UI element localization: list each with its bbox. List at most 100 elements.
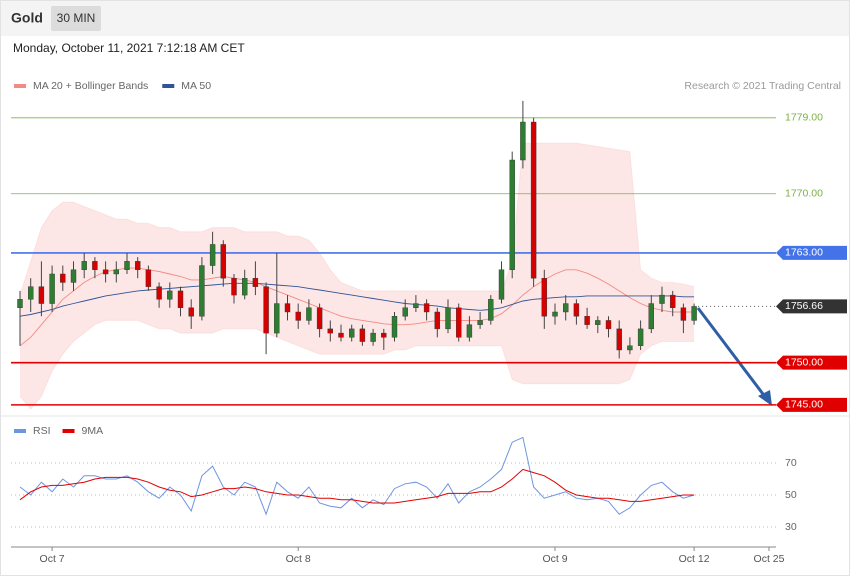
candle-body	[17, 299, 23, 308]
legend-label: MA 20 + Bollinger Bands	[33, 80, 148, 92]
candle-body	[552, 311, 558, 317]
candle-body	[423, 303, 430, 313]
candle-body	[670, 294, 676, 308]
legend-label: RSI	[33, 425, 51, 437]
candle-body	[252, 278, 259, 287]
x-tick-label: Oct 7	[40, 553, 65, 565]
candle-body	[241, 278, 248, 296]
x-tick-label: Oct 8	[286, 553, 311, 565]
candle-body	[92, 261, 98, 270]
x-tick-label: Oct 25	[754, 553, 785, 565]
level-label: 1763.00	[785, 247, 823, 259]
candle-body	[563, 303, 569, 313]
candle-body	[659, 294, 665, 304]
ma-line	[19, 282, 695, 317]
candle-body	[573, 303, 580, 317]
bollinger-lower	[19, 319, 695, 410]
candle-body	[648, 303, 654, 330]
candle-body	[70, 269, 77, 283]
candle-body	[49, 273, 55, 304]
candle-body	[595, 320, 601, 325]
candle-body	[231, 278, 237, 296]
candle-body	[413, 303, 419, 308]
y-tick-label: 30	[785, 521, 797, 533]
legend-swatch	[162, 84, 175, 88]
level-tag	[776, 355, 847, 370]
candle-body	[680, 307, 687, 321]
instrument-title: Gold	[11, 10, 43, 26]
candle-body	[295, 311, 301, 321]
candle-body	[434, 311, 440, 330]
candle-body	[209, 244, 216, 266]
x-tick-label: Oct 9	[542, 553, 567, 565]
candle-body	[402, 307, 408, 317]
candle-body	[306, 307, 312, 321]
bollinger-upper	[19, 142, 695, 296]
candle-body	[167, 290, 173, 300]
level-label: 1779.00	[785, 112, 823, 124]
candle-body	[156, 286, 162, 300]
candle-body	[145, 269, 152, 287]
legend-swatch	[14, 84, 26, 88]
candle-body	[284, 303, 291, 313]
candle-body	[113, 269, 120, 275]
candle-body	[220, 244, 227, 279]
candle-body	[445, 307, 451, 330]
candle-body	[359, 328, 366, 342]
candle-body	[199, 265, 205, 317]
level-label: 1750.00	[785, 356, 823, 368]
candle-body	[124, 261, 130, 270]
candle-body	[456, 307, 462, 338]
candle-body	[605, 320, 612, 330]
candle-body	[627, 345, 633, 351]
candle-body	[637, 328, 644, 346]
candle-body	[541, 278, 547, 317]
candle-body	[28, 286, 34, 300]
last-price-tag	[776, 299, 847, 314]
legend-label: 9MA	[82, 425, 104, 437]
candle-body	[134, 261, 141, 270]
y-tick-label: 50	[785, 489, 797, 501]
candle-body	[584, 316, 590, 325]
credit: Research © 2021 Trading Central	[684, 80, 841, 92]
projection-arrowhead	[758, 390, 772, 406]
legend-swatch	[62, 429, 75, 433]
rsi-line	[19, 436, 695, 516]
ma-line	[19, 267, 695, 347]
level-tag	[776, 245, 847, 260]
timestamp: Monday, October 11, 2021 7:12:18 AM CET	[13, 41, 245, 55]
candle-body	[530, 121, 537, 279]
level-tag	[776, 397, 847, 412]
x-tick-label: Oct 12	[679, 553, 710, 565]
candle-body	[488, 299, 494, 321]
candle-body	[520, 121, 526, 161]
candle-body	[381, 332, 387, 338]
header-bar	[1, 1, 849, 36]
candle-body	[466, 324, 473, 338]
candle-body	[38, 286, 45, 304]
bollinger-band-fill	[20, 143, 695, 410]
candle-body	[338, 332, 344, 338]
legend-swatch	[14, 429, 26, 433]
timeframe-chip[interactable]	[51, 6, 101, 31]
candle-body	[316, 307, 323, 330]
level-label: 1745.00	[785, 399, 823, 411]
candle-body	[370, 332, 376, 342]
rsi-line	[19, 468, 695, 504]
candle-body	[81, 261, 87, 270]
y-tick-label: 70	[785, 457, 797, 469]
candle-body	[263, 286, 269, 334]
candle-body	[102, 269, 109, 275]
candle-body	[188, 307, 194, 317]
candle-body	[509, 159, 515, 270]
timeframe[interactable]: 30 MIN	[57, 11, 96, 25]
candle-body	[274, 303, 280, 334]
candle-body	[391, 316, 398, 338]
candle-body	[498, 269, 505, 300]
level-label: 1770.00	[785, 188, 823, 200]
candle-body	[691, 306, 697, 321]
candle-body	[349, 328, 355, 338]
candle-body	[177, 290, 184, 308]
last-price-label: 1756.66	[785, 300, 823, 312]
